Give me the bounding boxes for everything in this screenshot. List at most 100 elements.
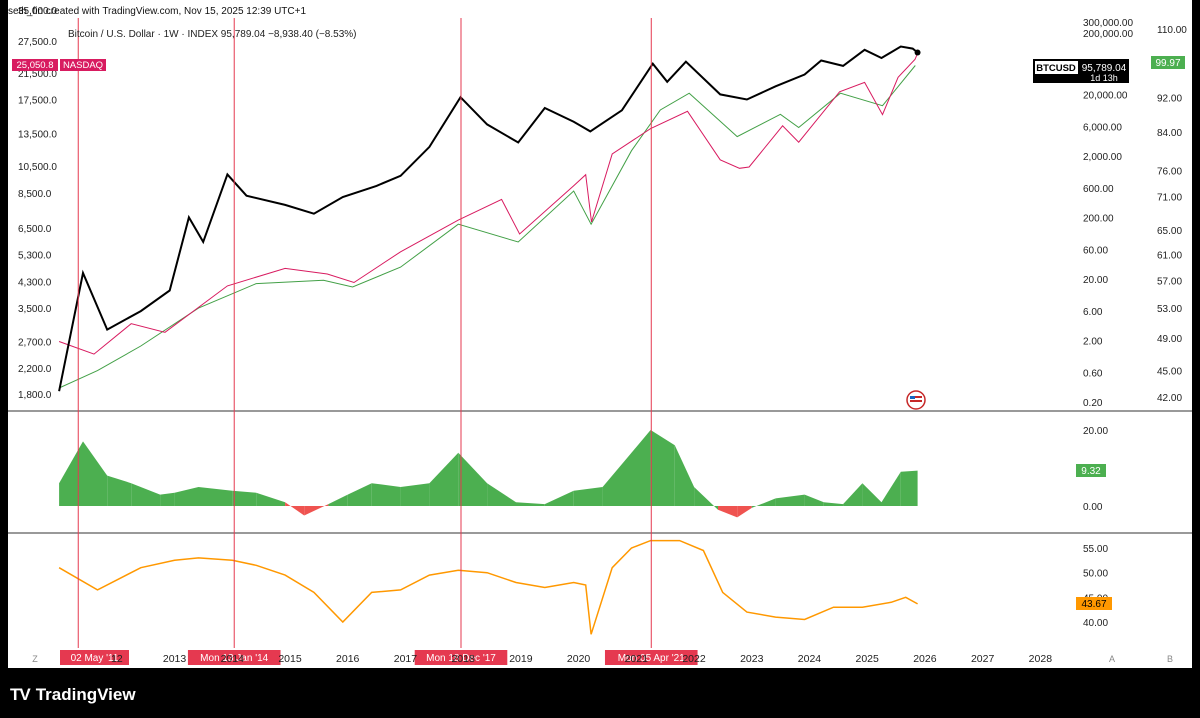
- x-axis-tick: 2027: [971, 653, 995, 665]
- left-axis-tick: 4,300.0: [18, 277, 52, 288]
- oscillator-segment: [371, 483, 401, 506]
- right-axis-tick: 110.00: [1157, 25, 1187, 36]
- nasdaq-value: 25,050.8: [17, 60, 54, 71]
- date-badge-label: Mon 05 Apr '21: [618, 653, 685, 664]
- x-axis-tick: 2022: [682, 653, 706, 665]
- x-axis-tick: 2026: [913, 653, 937, 665]
- oscillator-segment: [650, 430, 675, 506]
- right-axis-tick: 45.00: [1157, 367, 1182, 378]
- oscillator-segment: [131, 483, 161, 506]
- axis-corner-label: B: [1167, 654, 1173, 664]
- date-badge-bg: [187, 650, 281, 665]
- osc-last-badge-bg: [1076, 464, 1106, 477]
- right-axis-tick: 61.00: [1157, 250, 1182, 261]
- rsi-last-value: 43.67: [1081, 599, 1106, 610]
- oscillator-segment: [160, 492, 175, 506]
- x-axis-tick: 2014: [221, 653, 245, 665]
- axes: 35,000.0 27,500.0 21,500.0 17,500.0 13,500.0…: [18, 6, 1187, 665]
- oscillator-segment: [862, 483, 882, 506]
- grid-layer: [8, 410, 1192, 534]
- oscillator-segment: [573, 487, 603, 506]
- oscillator-pane: [59, 430, 918, 518]
- x-axis-tick: 2028: [1029, 653, 1053, 665]
- osc-axis-tick: 20.00: [1083, 426, 1108, 437]
- green-last-badge-bg: [1151, 56, 1185, 69]
- nasdaq-name: NASDAQ: [63, 60, 103, 71]
- date-badge-bg: [604, 650, 698, 665]
- right-axis-tick: 65.00: [1157, 226, 1182, 237]
- x-axis-tick: 2018: [451, 653, 475, 665]
- oscillator-segment: [347, 483, 372, 506]
- green-series-line: [58, 65, 916, 389]
- oscillator-segment: [823, 502, 844, 506]
- date-badge-bg: [60, 650, 129, 665]
- oscillator-segment: [198, 487, 233, 506]
- oscillator-segment: [718, 506, 738, 518]
- flag-icon[interactable]: [906, 390, 926, 410]
- log-axis-tick: 2.00: [1083, 336, 1103, 347]
- oscillator-segment: [900, 470, 918, 506]
- right-axis-tick: 92.00: [1157, 93, 1182, 104]
- right-axis-tick: 53.00: [1157, 304, 1182, 315]
- log-axis-tick: 0.20: [1083, 398, 1103, 409]
- right-axis-tick: 57.00: [1157, 276, 1182, 287]
- right-axis-tick: 84.00: [1157, 128, 1182, 139]
- right-axis-tick: 42.00: [1157, 393, 1182, 404]
- oscillator-segment: [516, 502, 545, 506]
- nasdaq-series-line: [58, 53, 919, 355]
- log-axis-tick: 60.00: [1083, 246, 1108, 257]
- date-badge-label: 02 May '11: [71, 653, 119, 664]
- x-axis-tick: 12: [111, 653, 123, 665]
- x-axis-tick: 2024: [798, 653, 822, 665]
- log-axis-tick: 300,000.00: [1083, 18, 1133, 29]
- oscillator-segment: [694, 487, 718, 510]
- oscillator-segment: [285, 502, 305, 516]
- oscillator-segment: [59, 441, 83, 506]
- rsi-axis-tick: 55.00: [1083, 544, 1108, 555]
- oscillator-segment: [458, 452, 488, 506]
- oscillator-segment: [400, 483, 430, 506]
- log-axis-tick: 600.00: [1083, 184, 1114, 195]
- oscillator-segment: [881, 471, 901, 506]
- left-axis-tick: 3,500.0: [18, 304, 52, 315]
- nasdaq-value-badge-bg: [12, 59, 58, 71]
- log-axis-tick: 0.60: [1083, 369, 1103, 380]
- price-pane: [58, 45, 921, 392]
- oscillator-segment: [775, 494, 805, 506]
- tradingview-brand[interactable]: TV TradingView: [10, 684, 136, 706]
- btc-symbol-badge-bg: [1035, 61, 1078, 74]
- rsi-axis-tick: 40.00: [1083, 618, 1108, 629]
- left-axis-tick: 13,500.0: [18, 129, 57, 140]
- left-axis-tick: 2,200.0: [18, 364, 52, 375]
- btc-countdown: 1d 13h: [1090, 73, 1118, 83]
- rsi-series-line: [58, 539, 918, 635]
- axis-corner-label: Z: [32, 654, 38, 664]
- oscillator-segment: [107, 475, 132, 506]
- left-axis-tick: 5,300.0: [18, 250, 52, 261]
- left-axis-tick: 1,800.0: [18, 390, 52, 401]
- log-axis-tick: 6.00: [1083, 307, 1103, 318]
- log-axis-tick: 2,000.00: [1083, 152, 1122, 163]
- x-axis-tick: 2023: [740, 653, 764, 665]
- log-axis-tick: 200,000.00: [1083, 29, 1133, 40]
- btc-price: 95,789.04: [1082, 63, 1127, 74]
- vertical-markers: 02 May '11 Mon 13 Jan '14 Mon 18 Dec '17 Mo…: [60, 18, 698, 665]
- x-axis-tick: 2013: [163, 653, 187, 665]
- rsi-axis-tick: 50.00: [1083, 569, 1108, 580]
- series-info: Bitcoin / U.S. Dollar · 1W · INDEX 95,78…: [68, 29, 356, 40]
- oscillator-segment: [804, 494, 824, 506]
- btc-symbol: BTCUSD: [1036, 63, 1076, 74]
- left-axis-tick: 6,500.0: [18, 224, 52, 235]
- rsi-pane: [58, 539, 918, 635]
- left-axis-tick: 10,500.0: [18, 162, 57, 173]
- right-axis-tick: 71.00: [1157, 192, 1182, 203]
- left-axis-tick: 17,500.0: [18, 96, 57, 107]
- oscillator-segment: [843, 483, 863, 506]
- date-badge-label: Mon 18 Dec '17: [426, 653, 496, 664]
- btcusd-series-line: [58, 45, 919, 392]
- axis-corner-label: A: [1109, 654, 1115, 664]
- oscillator-segment: [737, 506, 752, 518]
- osc-axis-tick: 0.00: [1083, 502, 1103, 513]
